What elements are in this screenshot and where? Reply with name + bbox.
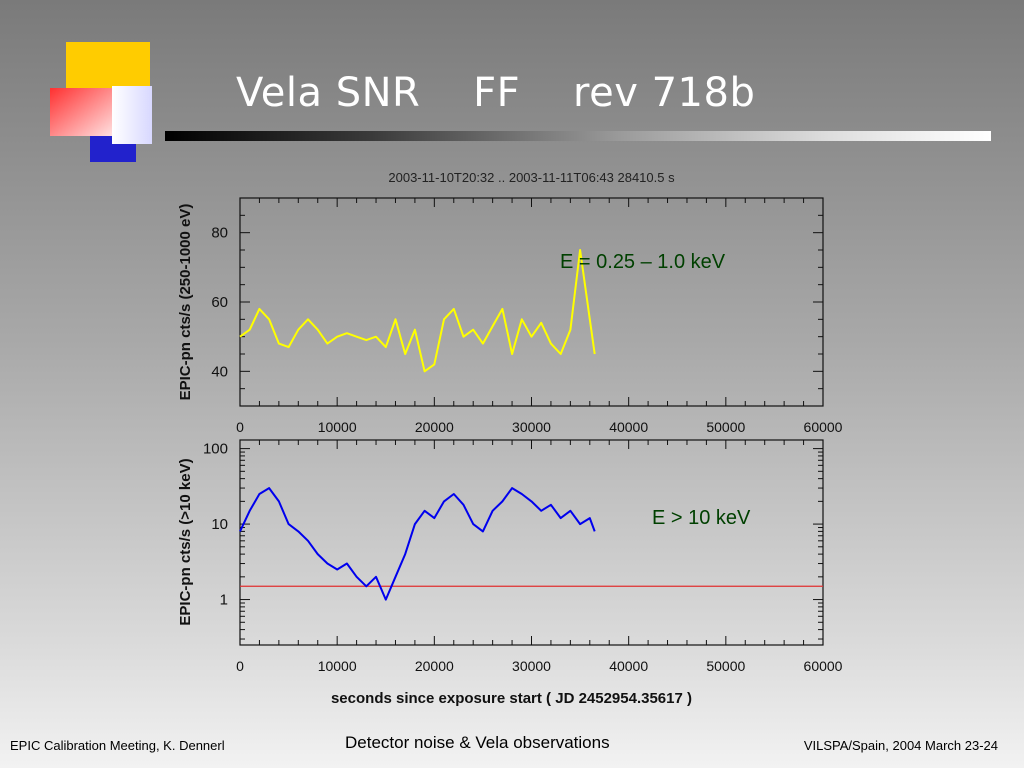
hard-energy-annotation: E > 10 keV bbox=[652, 507, 751, 529]
soft-series-line bbox=[239, 249, 596, 373]
soft-x-tick-label: 10000 bbox=[318, 419, 357, 435]
hard-x-tick-label: 40000 bbox=[609, 658, 648, 674]
soft-y-tick-label: 60 bbox=[211, 294, 228, 311]
hard-x-tick-label: 10000 bbox=[318, 658, 357, 674]
hard-x-tick-label: 0 bbox=[236, 658, 244, 674]
hard-plot-frame bbox=[239, 439, 824, 646]
title-rule bbox=[165, 131, 991, 141]
soft-band-light-curve: 0 10000 20000 30000 40000 50000 60000 40 60 80 200… bbox=[177, 170, 843, 435]
hard-y-tick-label: 10 bbox=[211, 516, 228, 533]
soft-y-tick-label: 40 bbox=[211, 363, 228, 380]
hard-y-tick-label: 1 bbox=[220, 592, 228, 609]
hard-series-line bbox=[239, 487, 596, 601]
soft-x-tick-label: 60000 bbox=[804, 419, 843, 435]
soft-energy-annotation: E = 0.25 – 1.0 keV bbox=[560, 251, 726, 273]
hard-x-tick-label: 50000 bbox=[706, 658, 745, 674]
hard-y-axis-label: EPIC-pn cts/s (>10 keV) bbox=[177, 458, 194, 625]
hard-x-tick-label: 20000 bbox=[415, 658, 454, 674]
hard-x-axis-label: seconds since exposure start ( JD 245295… bbox=[331, 690, 692, 707]
logo-white-square bbox=[112, 86, 152, 144]
footer-meeting: EPIC Calibration Meeting, K. Dennerl bbox=[10, 738, 225, 753]
slide-logo bbox=[50, 42, 160, 164]
hard-x-tick-label: 30000 bbox=[512, 658, 551, 674]
soft-x-tick-label: 30000 bbox=[512, 419, 551, 435]
footer-venue-date: VILSPA/Spain, 2004 March 23-24 bbox=[803, 738, 998, 753]
soft-y-axis-label: EPIC-pn cts/s (250-1000 eV) bbox=[177, 204, 194, 401]
hard-y-tick-label: 100 bbox=[203, 441, 228, 458]
footer-topic: Detector noise & Vela observations bbox=[345, 733, 610, 752]
soft-plot-frame bbox=[239, 197, 824, 407]
logo-red-square bbox=[50, 88, 112, 136]
soft-time-range-header: 2003-11-10T20:32 .. 2003-11-11T06:43 284… bbox=[388, 170, 675, 185]
soft-x-tick-label: 0 bbox=[236, 419, 244, 435]
slide-title: Vela SNR FF rev 718b bbox=[236, 70, 756, 116]
hard-band-light-curve: 0 10000 20000 30000 40000 50000 60000 1 10 100 EPI… bbox=[177, 439, 843, 707]
soft-x-tick-label: 40000 bbox=[609, 419, 648, 435]
soft-y-tick-label: 80 bbox=[211, 225, 228, 242]
soft-x-tick-label: 50000 bbox=[706, 419, 745, 435]
hard-x-tick-label: 60000 bbox=[804, 658, 843, 674]
soft-x-tick-label: 20000 bbox=[415, 419, 454, 435]
